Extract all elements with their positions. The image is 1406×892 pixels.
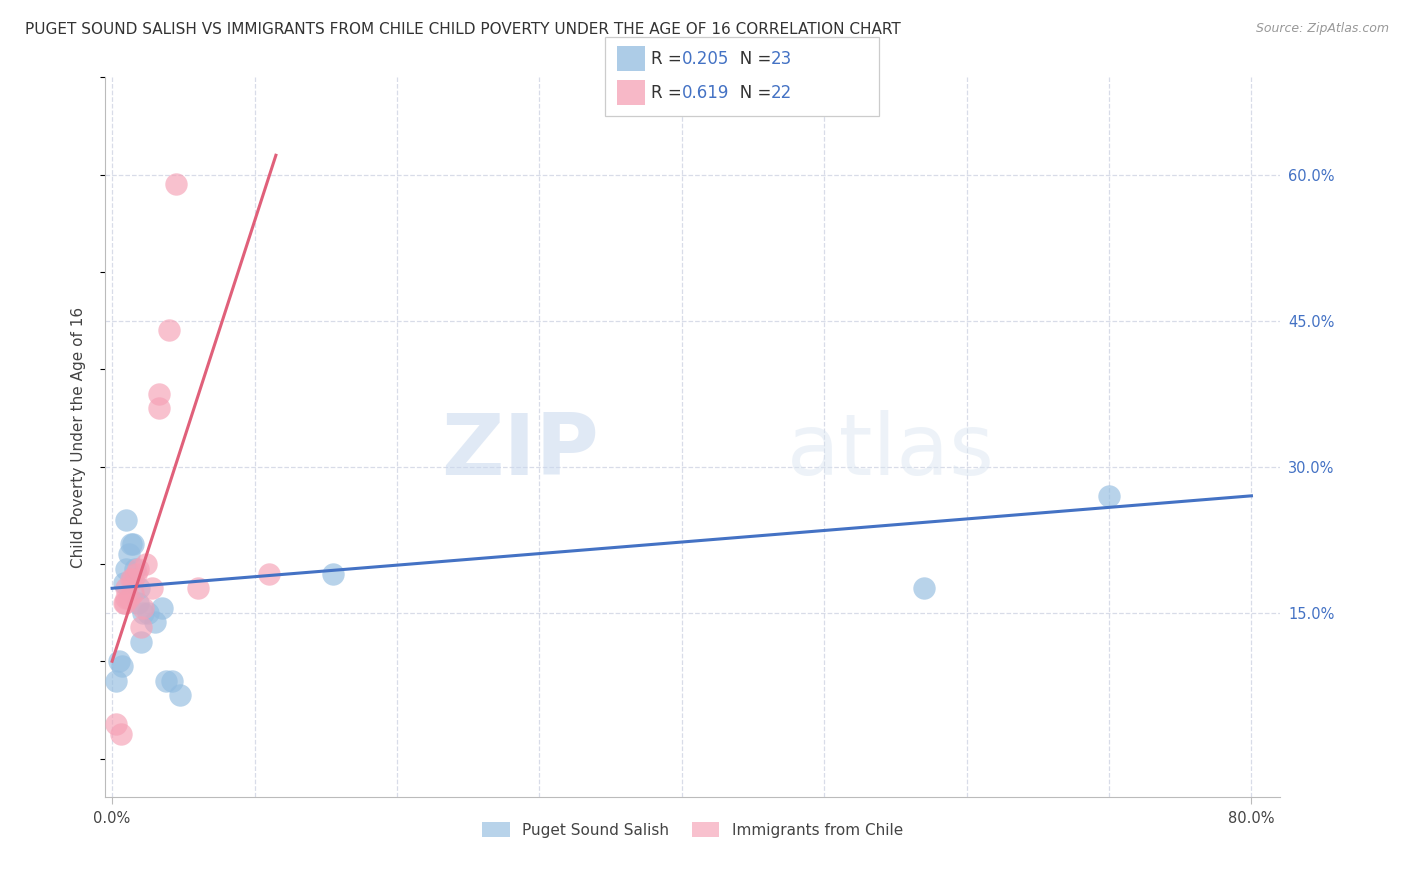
Point [122, 586, 145, 600]
Point [132, 606, 155, 620]
Y-axis label: Child Poverty Under the Age of 16: Child Poverty Under the Age of 16 [72, 307, 86, 568]
Point [141, 581, 163, 595]
Point [114, 596, 136, 610]
Text: ZIP: ZIP [440, 410, 599, 493]
Text: N =: N = [724, 50, 776, 68]
Point [110, 727, 132, 741]
Point [105, 673, 128, 688]
Text: R =: R = [651, 50, 688, 68]
Point [132, 600, 155, 615]
Point [112, 576, 135, 591]
Point [143, 615, 166, 630]
Point [257, 566, 280, 581]
Point [111, 659, 134, 673]
Point [135, 557, 157, 571]
Text: 0.619: 0.619 [682, 84, 730, 102]
Point [165, 178, 187, 192]
Text: PUGET SOUND SALISH VS IMMIGRANTS FROM CHILE CHILD POVERTY UNDER THE AGE OF 16 CO: PUGET SOUND SALISH VS IMMIGRANTS FROM CH… [25, 22, 901, 37]
Legend: Puget Sound Salish, Immigrants from Chile: Puget Sound Salish, Immigrants from Chil… [477, 816, 908, 844]
Point [157, 323, 180, 337]
Point [112, 596, 135, 610]
Point [1098, 489, 1121, 503]
Text: 0.205: 0.205 [682, 50, 730, 68]
Point [912, 581, 935, 595]
Point [129, 620, 152, 634]
Point [160, 673, 183, 688]
Point [148, 401, 170, 416]
Point [124, 562, 146, 576]
Point [322, 566, 344, 581]
Point [118, 591, 141, 605]
Text: atlas: atlas [786, 410, 994, 493]
Point [115, 513, 138, 527]
Point [122, 572, 145, 586]
Point [118, 547, 141, 561]
Point [148, 386, 170, 401]
Point [150, 600, 173, 615]
Point [136, 606, 159, 620]
Point [187, 581, 209, 595]
Point [115, 581, 138, 595]
Point [169, 688, 191, 702]
Point [115, 562, 138, 576]
Text: 22: 22 [770, 84, 792, 102]
Text: Source: ZipAtlas.com: Source: ZipAtlas.com [1256, 22, 1389, 36]
Point [129, 634, 152, 648]
Point [115, 591, 138, 605]
Text: N =: N = [724, 84, 776, 102]
Point [155, 673, 177, 688]
Point [105, 717, 128, 731]
Point [128, 581, 150, 595]
Point [120, 572, 142, 586]
Text: R =: R = [651, 84, 688, 102]
Point [127, 562, 149, 576]
Point [122, 537, 145, 551]
Point [127, 596, 149, 610]
Point [125, 566, 148, 581]
Point [120, 537, 142, 551]
Text: 23: 23 [770, 50, 792, 68]
Point [108, 654, 131, 668]
